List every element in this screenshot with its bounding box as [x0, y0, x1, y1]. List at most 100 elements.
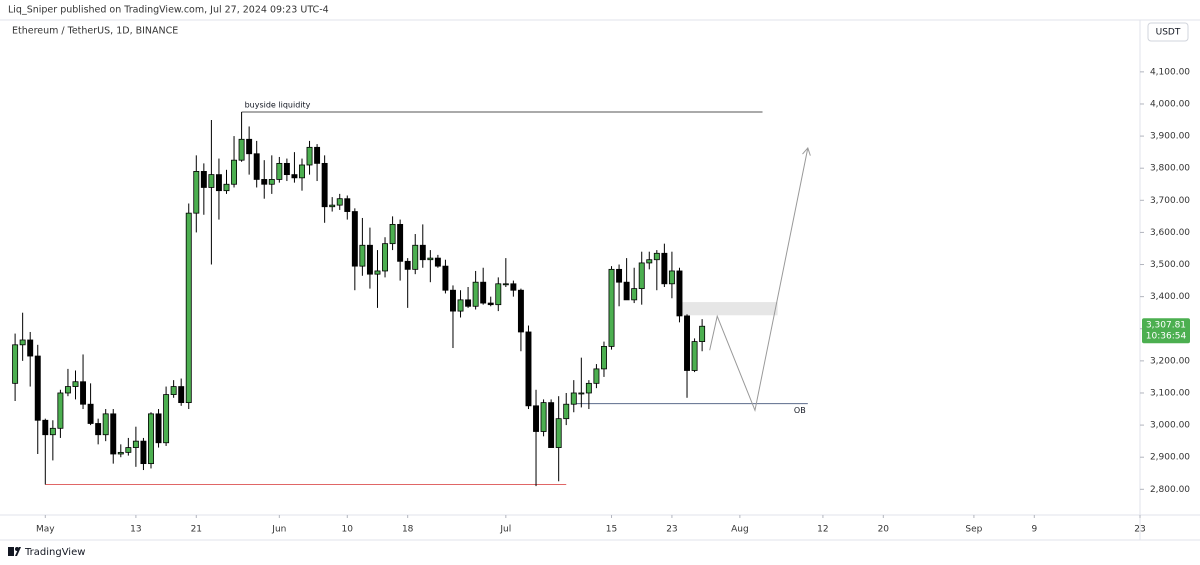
candle-body [638, 262, 645, 290]
candle-body [223, 183, 230, 192]
tradingview-logo: TradingView [8, 547, 85, 558]
last-price: 3,307.81 [1146, 321, 1186, 331]
candle-body [57, 392, 64, 429]
candle-body [117, 451, 124, 455]
logo-mark [8, 547, 14, 556]
x-tick-label: 18 [402, 525, 414, 535]
y-tick-label: 3,100.00 [1150, 388, 1190, 398]
candle-body [336, 198, 343, 206]
x-tick-label: Jun [271, 525, 286, 535]
candle-body [691, 341, 698, 371]
annotations: buyside liquidity OB [45, 101, 808, 485]
candle-body [291, 174, 298, 179]
candle-body [125, 447, 132, 453]
y-tick-label: 4,000.00 [1150, 99, 1190, 109]
candle-body [502, 283, 509, 286]
candle-body [193, 171, 200, 214]
zone [679, 302, 778, 316]
y-tick-label: 3,200.00 [1150, 356, 1190, 366]
candle-body [351, 211, 358, 267]
candle-body [450, 289, 456, 312]
x-tick-label: Aug [731, 525, 749, 535]
candle-body [49, 427, 56, 436]
currency-box[interactable] [1147, 22, 1189, 42]
candle-body [306, 146, 313, 166]
candle-body [389, 223, 396, 245]
candle-body [608, 268, 615, 347]
candle-body [374, 270, 381, 275]
candle-body [555, 418, 562, 448]
last-price-box [1142, 318, 1190, 344]
x-tick-label: 23 [1134, 525, 1145, 535]
candle-body [684, 315, 690, 371]
candle-body [178, 386, 185, 404]
candle-body [525, 331, 532, 407]
symbol-title: Ethereum / TetherUS, 1D, BINANCE [12, 26, 178, 37]
x-tick-label: 10 [342, 525, 354, 535]
y-tick-label: 2,800.00 [1150, 485, 1190, 495]
candle-body [540, 402, 547, 432]
y-tick-label: 4,100.00 [1150, 67, 1190, 77]
x-tick-label: Jul [499, 525, 511, 535]
candle-body [570, 392, 577, 405]
x-tick-label: 13 [130, 525, 141, 535]
candle-body [95, 423, 102, 436]
candle-body [487, 302, 494, 306]
x-tick-label: 23 [666, 525, 677, 535]
candle-body [321, 162, 328, 208]
candle-body [299, 164, 305, 179]
countdown: 10:36:54 [1146, 332, 1187, 342]
x-tick-label: Sep [965, 525, 982, 535]
candle-body [268, 179, 275, 185]
candle-body [329, 204, 336, 208]
candle-body [404, 260, 411, 270]
candle-body [457, 299, 464, 312]
candle-body [87, 403, 94, 424]
candle-body [132, 440, 139, 448]
candle-body [185, 212, 192, 404]
candle-body [510, 283, 517, 291]
candle-body [170, 386, 177, 395]
x-tick-label: 20 [878, 525, 890, 535]
candle-body [27, 339, 34, 357]
level-label: buyside liquidity [245, 101, 311, 110]
candle-body [653, 252, 660, 261]
y-tick-label: 3,900.00 [1150, 132, 1190, 142]
candle-body [148, 413, 154, 465]
candle-body [200, 171, 207, 188]
x-tick-label: May [36, 525, 55, 535]
candle-body [261, 179, 268, 185]
x-tick-label: 12 [817, 525, 828, 535]
candle-body [215, 174, 222, 192]
candle-body [19, 339, 26, 346]
candle-body [359, 244, 366, 267]
candle-body [601, 346, 607, 370]
level-label: OB [794, 406, 806, 415]
candle-body [517, 289, 524, 333]
candle-body [472, 281, 479, 307]
y-tick-label: 3,400.00 [1150, 292, 1190, 302]
logo-slash [15, 547, 21, 556]
candle-body [72, 381, 79, 387]
candle-body [12, 344, 19, 384]
y-tick-label: 3,600.00 [1150, 228, 1190, 238]
candle-body [480, 281, 487, 304]
currency[interactable]: USDT [1156, 28, 1181, 38]
candle-body [238, 138, 245, 161]
candle-body [593, 368, 600, 384]
y-tick-label: 3,800.00 [1150, 164, 1190, 174]
x-tick-label: 9 [1031, 525, 1037, 535]
candle-body [661, 252, 668, 285]
candle-body [465, 299, 472, 307]
candle-body [548, 402, 555, 448]
candle-body [533, 405, 539, 432]
candle-body [646, 259, 653, 264]
candle-body [495, 283, 502, 306]
candle-body [366, 244, 373, 275]
candle-body [80, 381, 87, 405]
y-tick-label: 3,700.00 [1150, 196, 1190, 206]
y-tick-label: 3,500.00 [1150, 260, 1190, 270]
candle-body [563, 403, 570, 420]
candle-body [344, 198, 351, 212]
